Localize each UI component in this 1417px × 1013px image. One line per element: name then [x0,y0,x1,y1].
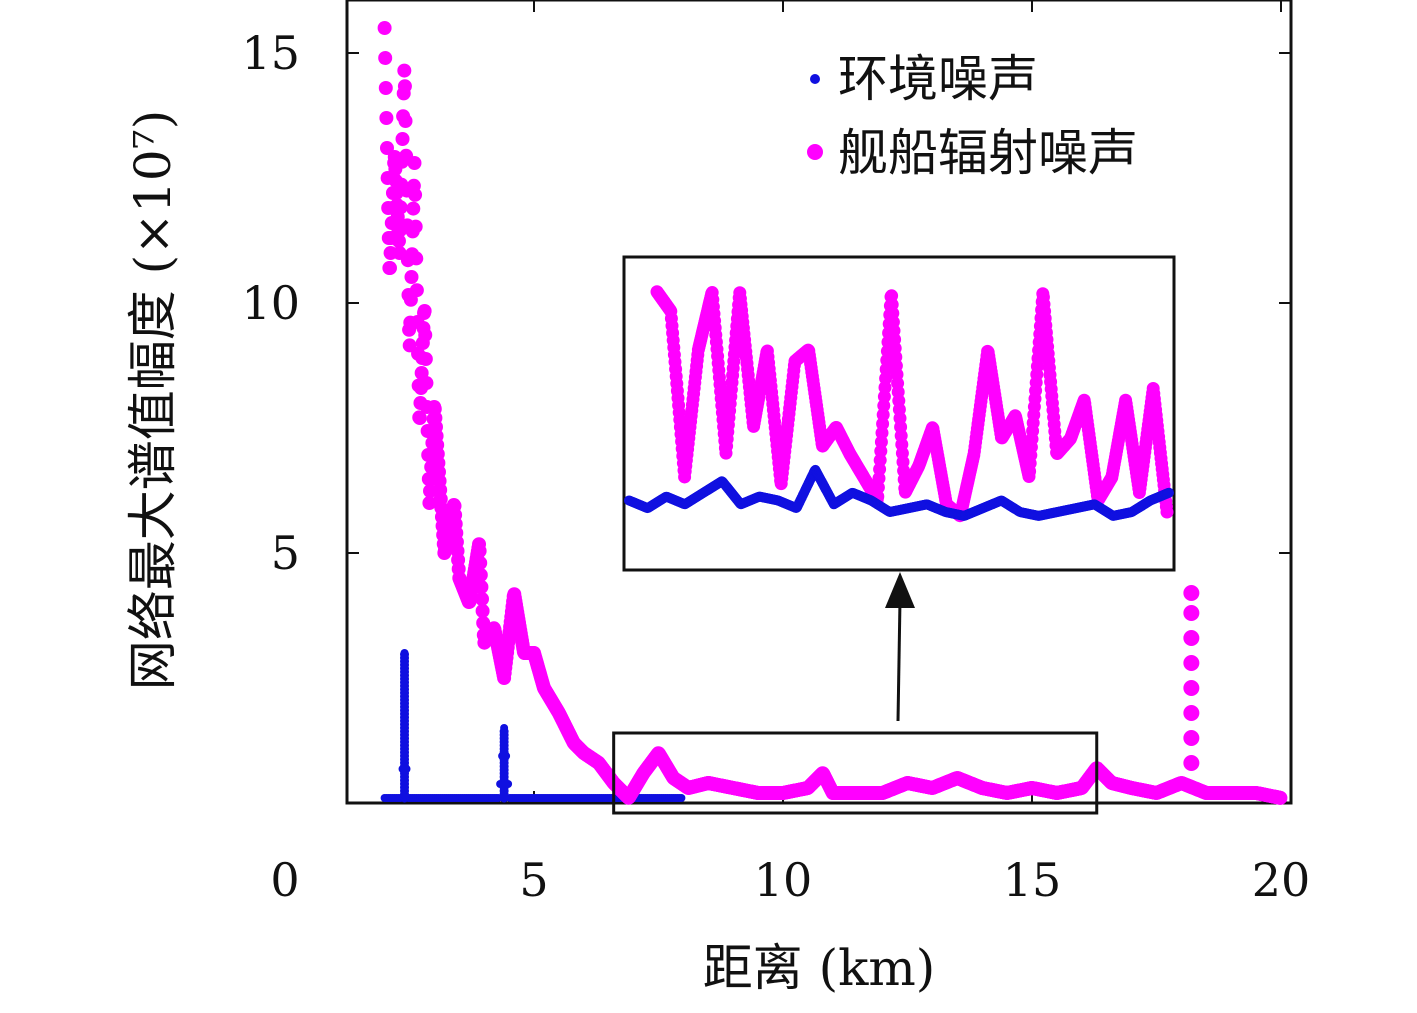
y-tick-labels: 5 10 15 [241,26,300,580]
ship-point [423,484,438,498]
inset-env-point [1164,487,1174,498]
legend: 环境噪声 舰船辐射噪声 [807,50,1138,182]
x-tick-label: 10 [754,853,813,907]
env-spike-point [499,727,509,736]
ship-point [476,616,491,630]
ship-point [475,604,490,618]
y-tick-label: 10 [241,276,300,330]
ship-point [473,556,488,570]
ship-point [418,328,433,342]
ship-column-point [1183,755,1200,771]
axis-ticks [347,0,1291,803]
ship-point [409,251,424,266]
inset-ship-series [650,285,1174,523]
ship-point [397,63,412,78]
ship-point [1273,790,1288,805]
legend-marker-env [810,74,820,84]
ship-column-point [1183,605,1200,621]
ship-point [417,304,432,318]
y-axis-title: 网络最大谱值幅度 (×10⁷) [124,110,182,690]
ship-point [409,283,424,298]
legend-label-env: 环境噪声 [838,50,1038,108]
zoom-source-box [612,731,1099,815]
x-tick-label: 5 [519,853,548,907]
ship-point [398,114,413,128]
inset-env-series [624,464,1174,521]
ship-point [472,544,487,558]
ship-column-point [1183,655,1200,671]
ship-column-point [1183,680,1200,696]
ship-column-point [1183,630,1200,646]
ship-point [378,81,393,95]
series-ship [377,21,1288,805]
x-tick-label: 0 [270,853,299,907]
ship-point [378,51,393,65]
ship-column-point [1183,705,1200,721]
ship-point [391,234,406,248]
ship-column-point [1183,730,1200,746]
ship-point [406,201,421,216]
x-tick-label: 20 [1252,853,1311,907]
ship-point [473,568,488,582]
ship-point [475,592,490,606]
x-tick-label: 15 [1003,853,1062,907]
series-ship-column [1183,585,1200,771]
inset-area [612,255,1176,815]
ship-point [382,261,397,275]
ship-column-point [1183,585,1200,601]
legend-marker-ship [807,144,823,160]
inset-ship-point [1160,505,1174,519]
ship-point [474,580,489,594]
ship-point [379,111,394,125]
y-tick-label: 15 [241,26,300,80]
ship-point [408,187,423,202]
ship-point [412,411,427,425]
y-tick-label: 5 [271,526,300,580]
series-env [380,649,686,803]
zoom-arrow-line [896,599,902,722]
ship-point [404,270,419,284]
ship-point [377,21,392,35]
x-tick-labels: 0 5 10 15 20 [270,853,1310,907]
ship-point [419,376,434,390]
ship-point [407,156,422,170]
ship-point [397,79,412,94]
env-spike-point [400,650,410,659]
ship-point [408,219,423,234]
ship-point [393,200,408,215]
x-axis-title: 距离 (km) [703,939,936,997]
ship-point [418,352,433,366]
zoom-arrow-head [885,572,915,608]
ship-point [422,496,437,510]
ship-point [395,132,410,146]
legend-label-ship: 舰船辐射噪声 [838,124,1138,182]
env-point [677,794,686,802]
plot-area [377,21,1288,805]
plot-frame [345,0,1293,805]
